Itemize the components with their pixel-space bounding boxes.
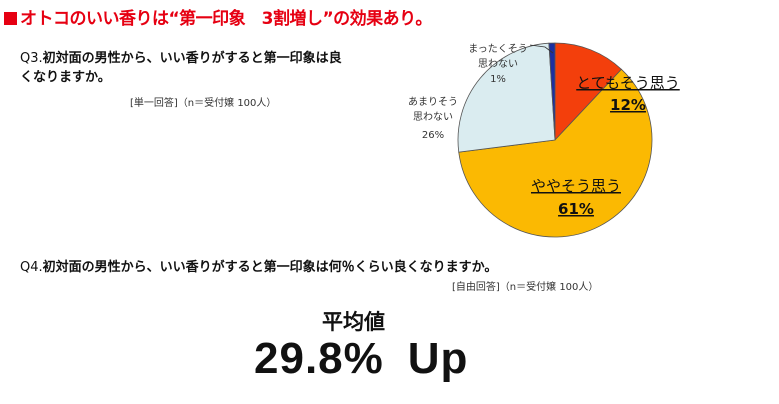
- average-number: 29.8%: [254, 334, 384, 383]
- slice-pct-2: 26%: [422, 130, 444, 141]
- q3-number: Q3.: [20, 51, 43, 66]
- average-label: 平均値: [322, 310, 385, 334]
- headline-text: オトコのいい香りは“第一印象 3割増し”の効果あり。: [20, 9, 432, 29]
- slice-label-0: とてもそう思う: [576, 74, 680, 92]
- slice-label-1: ややそう思う: [531, 177, 621, 195]
- slice-pct-1: 61%: [558, 200, 594, 218]
- q3-question: Q3.初対面の男性から、いい香りがすると第一印象は良くなりますか。: [20, 49, 350, 87]
- pie-slice-1: [458, 68, 653, 238]
- slice-label-3-line-1: まったくそう: [468, 43, 528, 55]
- q4-question: Q4.初対面の男性から、いい香りがすると第一印象は何％くらい良くなりますか。: [20, 256, 497, 275]
- red-square-icon: [4, 12, 17, 25]
- slice-pct-3: 1%: [490, 74, 506, 85]
- q4-note: [自由回答]（n＝受付嬢 100人）: [452, 282, 599, 293]
- average-suffix: Up: [407, 334, 469, 383]
- slice-label-2-line-2: 思わない: [413, 111, 453, 123]
- slice-pct-0: 12%: [610, 96, 646, 114]
- pie-slice-3: [548, 42, 556, 141]
- slice-label-3-line-2: 思わない: [478, 58, 518, 70]
- slice-label-2-line-1: あまりそう: [408, 96, 458, 108]
- pie-slice-0: [554, 42, 622, 142]
- q3-note: [単一回答]（n＝受付嬢 100人）: [130, 98, 277, 109]
- headline: オトコのいい香りは“第一印象 3割増し”の効果あり。: [4, 4, 432, 29]
- slice-leader-line-3: [529, 44, 554, 54]
- q4-question-text: 初対面の男性から、いい香りがすると第一印象は何％くらい良くなりますか。: [42, 260, 498, 275]
- q4-number: Q4.: [20, 260, 43, 275]
- average-value: 29.8% Up: [254, 334, 468, 384]
- q3-question-text: 初対面の男性から、いい香りがすると第一印象は良くなりますか。: [20, 51, 342, 85]
